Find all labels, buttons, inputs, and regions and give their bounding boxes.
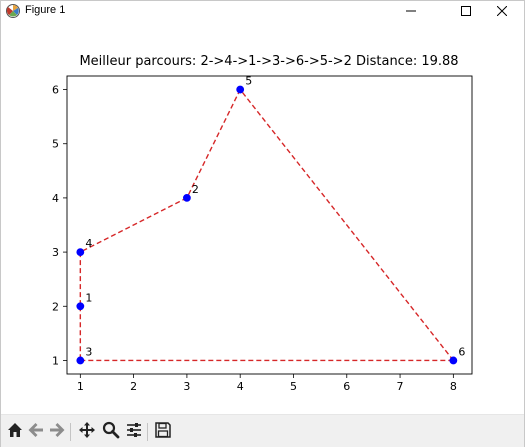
x-tick-label: 8	[450, 380, 457, 393]
city-label: 4	[85, 237, 92, 250]
home-button[interactable]	[5, 422, 25, 442]
close-icon	[497, 6, 507, 16]
city-label: 2	[192, 183, 199, 196]
x-tick-label: 5	[290, 380, 297, 393]
close-button[interactable]	[480, 1, 524, 21]
toolbar-separator	[70, 423, 71, 441]
city-label: 6	[458, 345, 465, 358]
pan-button[interactable]	[77, 422, 97, 442]
figure-canvas[interactable]: Meilleur parcours: 2->4->1->3->6->5->2 D…	[1, 21, 524, 414]
toolbar-separator	[147, 423, 148, 441]
city-point	[76, 248, 85, 256]
x-tick-label: 7	[397, 380, 404, 393]
city-point	[449, 356, 458, 365]
maximize-button[interactable]	[444, 1, 488, 21]
save-icon	[154, 421, 172, 443]
maximize-icon	[461, 6, 471, 16]
city-point	[76, 302, 85, 311]
x-tick-label: 3	[183, 380, 190, 393]
city-label: 5	[245, 75, 252, 88]
home-icon	[6, 421, 24, 443]
y-tick-label: 3	[52, 246, 59, 259]
back-icon	[27, 421, 45, 443]
city-label: 3	[85, 345, 92, 358]
x-tick-label: 6	[343, 380, 350, 393]
y-tick-label: 6	[52, 84, 59, 97]
forward-icon	[48, 421, 66, 443]
save-button[interactable]	[153, 422, 173, 442]
minimize-icon	[406, 6, 416, 16]
axis-ticks: 1 2 3 4 5 6 7 8 1 2 3 4 5 6	[52, 84, 457, 393]
y-tick-label: 5	[52, 138, 59, 151]
route-segment	[80, 197, 188, 253]
y-tick-label: 1	[52, 354, 59, 367]
city-point	[76, 356, 85, 365]
city-labels: 1 2 3 4 5 6	[85, 75, 465, 359]
minimize-button[interactable]	[389, 1, 433, 21]
y-tick-label: 2	[52, 300, 59, 313]
forward-button[interactable]	[47, 422, 67, 442]
title-bar[interactable]: Figure 1	[1, 1, 524, 21]
x-tick-label: 2	[130, 380, 137, 393]
plot-svg: Meilleur parcours: 2->4->1->3->6->5->2 D…	[52, 54, 473, 393]
pan-icon	[78, 421, 96, 443]
city-label: 1	[85, 291, 92, 304]
window-title: Figure 1	[25, 4, 66, 16]
city-point	[183, 194, 191, 202]
route-segment	[239, 89, 454, 361]
city-points	[76, 85, 458, 365]
x-tick-label: 4	[237, 380, 244, 393]
route-lines	[79, 89, 454, 362]
x-tick-label: 1	[77, 380, 84, 393]
y-tick-label: 4	[52, 192, 59, 205]
configure-subplots-icon	[125, 421, 143, 443]
route-segment	[186, 89, 241, 199]
city-point	[236, 85, 245, 94]
configure-subplots-button[interactable]	[124, 422, 144, 442]
axes-frame	[66, 75, 473, 375]
back-button[interactable]	[26, 422, 46, 442]
zoom-icon	[102, 421, 120, 443]
chart-title: Meilleur parcours: 2->4->1->3->6->5->2 D…	[79, 54, 458, 69]
zoom-button[interactable]	[101, 421, 121, 443]
matplotlib-icon	[5, 3, 21, 19]
navigation-toolbar	[1, 414, 524, 447]
